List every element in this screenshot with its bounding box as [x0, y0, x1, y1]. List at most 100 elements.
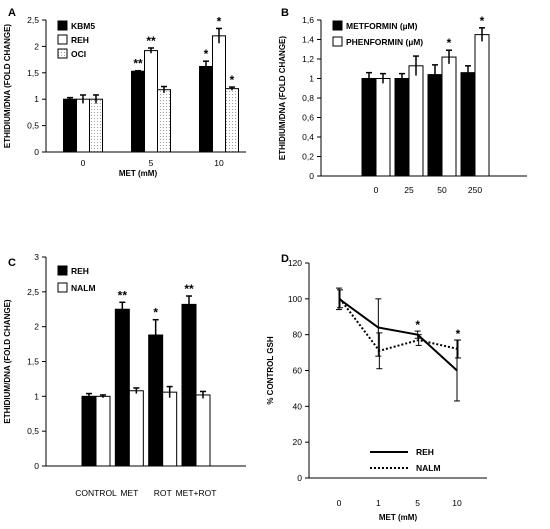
y-tick-label: 0 [309, 171, 314, 181]
y-tick-label: 0 [297, 473, 302, 483]
line-nalm [339, 298, 459, 352]
legend-label: METFORMIN (µM) [346, 21, 418, 31]
bar-phenformin [408, 65, 424, 177]
significance-marker: * [230, 73, 235, 87]
legend-label: OCI [71, 49, 86, 59]
y-tick-label: 1,5 [27, 68, 39, 78]
legend-swatch [57, 34, 68, 45]
bar-oci [89, 98, 103, 153]
y-tick-label: 100 [288, 294, 302, 304]
significance-marker: * [217, 14, 222, 28]
significance-marker: * [447, 36, 452, 50]
bar-reh [76, 98, 90, 153]
x-tick-label: MET [120, 488, 138, 498]
y-axis-label: ETHIDIUM/DNA (FOLD CHANGE) [3, 299, 12, 423]
significance-marker: * [480, 14, 485, 28]
bar-nalm [128, 390, 144, 467]
bar-nalm [195, 394, 211, 467]
y-axis-label: ETHIDIUM/DNA (FOLD CHANGE) [3, 24, 12, 148]
legend-label: REH [71, 266, 89, 276]
legend-label: NALM [71, 283, 96, 293]
legend-label: PHENFORMIN (µM) [346, 37, 423, 47]
panel-d: D 0 20 40 60 80 100 120 % CONTROL GSH 0 1 5 10 * REH * N… [266, 253, 487, 522]
bar-kbm5 [199, 65, 213, 153]
legend-swatch [57, 265, 68, 276]
y-tick-label: 60 [293, 366, 303, 376]
y-tick-label: 3 [34, 252, 39, 262]
y-tick-label: 2,5 [27, 287, 39, 297]
x-axis-label: MET (mM) [119, 169, 158, 178]
bar-kbm5 [63, 98, 77, 153]
x-tick-label: MET+ROT [176, 488, 217, 498]
y-tick-label: 0,5 [27, 426, 39, 436]
panel-label: A [8, 7, 16, 19]
bar-nalm [162, 391, 178, 467]
y-tick-label: 0,5 [27, 121, 39, 131]
bar-nalm [95, 395, 111, 467]
bar-metformin [394, 78, 410, 177]
panel-b: B 0 0,2 0,4 0,6 0,8 1 1,2 1,4 1,6 ETHIDIUM/DNA (FO… [278, 7, 527, 195]
bar-phenformin [375, 78, 391, 177]
y-tick-label: 1,5 [27, 357, 39, 367]
x-tick-label: 25 [404, 185, 414, 195]
panel-c: C 0 0,5 1 1,5 2 2,5 3 ETHIDIUM/DNA (FOLD CHANGE)… [3, 252, 246, 498]
significance-marker: ** [133, 57, 143, 71]
y-tick-label: 1,2 [302, 54, 314, 64]
x-tick-label: 10 [214, 158, 224, 168]
significance-marker: ** [146, 34, 156, 48]
y-tick-label: 2,5 [27, 15, 39, 25]
bar-metformin [460, 72, 476, 177]
bar-phenformin [474, 34, 490, 177]
significance-marker: * [204, 47, 209, 61]
significance-marker: * [415, 318, 420, 332]
bar-reh [81, 395, 97, 467]
legend-swatch [332, 36, 343, 47]
y-tick-label: 0,4 [302, 132, 314, 142]
bar-kbm5 [131, 70, 145, 153]
legend-label: NALM [416, 463, 441, 473]
bar-phenformin [441, 56, 457, 177]
x-tick-label: 0 [81, 158, 86, 168]
significance-marker: ** [118, 288, 128, 302]
significance-marker: ** [184, 282, 194, 296]
panel-label: B [281, 7, 289, 19]
legend-swatch [57, 48, 68, 59]
panel-label: D [281, 253, 289, 265]
y-tick-label: 20 [293, 437, 303, 447]
legend-swatch [332, 20, 343, 31]
x-tick-label: 50 [437, 185, 447, 195]
y-axis-label: % CONTROL GSH [266, 336, 275, 405]
y-tick-label: 2 [34, 322, 39, 332]
y-tick-label: 1 [34, 94, 39, 104]
legend-label: REH [416, 447, 434, 457]
y-tick-label: 1 [34, 391, 39, 401]
x-tick-label: 5 [415, 498, 420, 508]
y-tick-label: 1,4 [302, 35, 314, 45]
x-axis-label: MET (mM) [379, 513, 418, 522]
bar-reh [114, 308, 130, 467]
panel-a: A 0 0,5 1 1,5 2 2,5 ETHIDIUM/DNA (FOLD CHANGE) 0… [3, 7, 246, 178]
bar-metformin [427, 74, 443, 177]
x-tick-label: 5 [149, 158, 154, 168]
y-tick-label: 80 [293, 330, 303, 340]
y-tick-label: 0 [34, 461, 39, 471]
y-tick-label: 0,2 [302, 152, 314, 162]
bar-reh [148, 334, 164, 467]
significance-marker: * [456, 327, 461, 341]
y-tick-label: 1 [309, 74, 314, 84]
y-tick-label: 40 [293, 401, 303, 411]
panel-label: C [8, 257, 16, 269]
x-tick-label: 250 [468, 185, 482, 195]
bar-oci [225, 88, 239, 153]
bar-oci [157, 89, 171, 153]
bar-metformin [361, 78, 377, 177]
x-tick-label: 0 [374, 185, 379, 195]
x-tick-label: 0 [337, 498, 342, 508]
y-tick-label: 2 [34, 41, 39, 51]
bar-reh [212, 35, 226, 153]
y-tick-label: 0 [34, 147, 39, 157]
y-tick-label: 0,8 [302, 93, 314, 103]
x-tick-label: 10 [452, 498, 462, 508]
bar-reh [144, 50, 158, 153]
